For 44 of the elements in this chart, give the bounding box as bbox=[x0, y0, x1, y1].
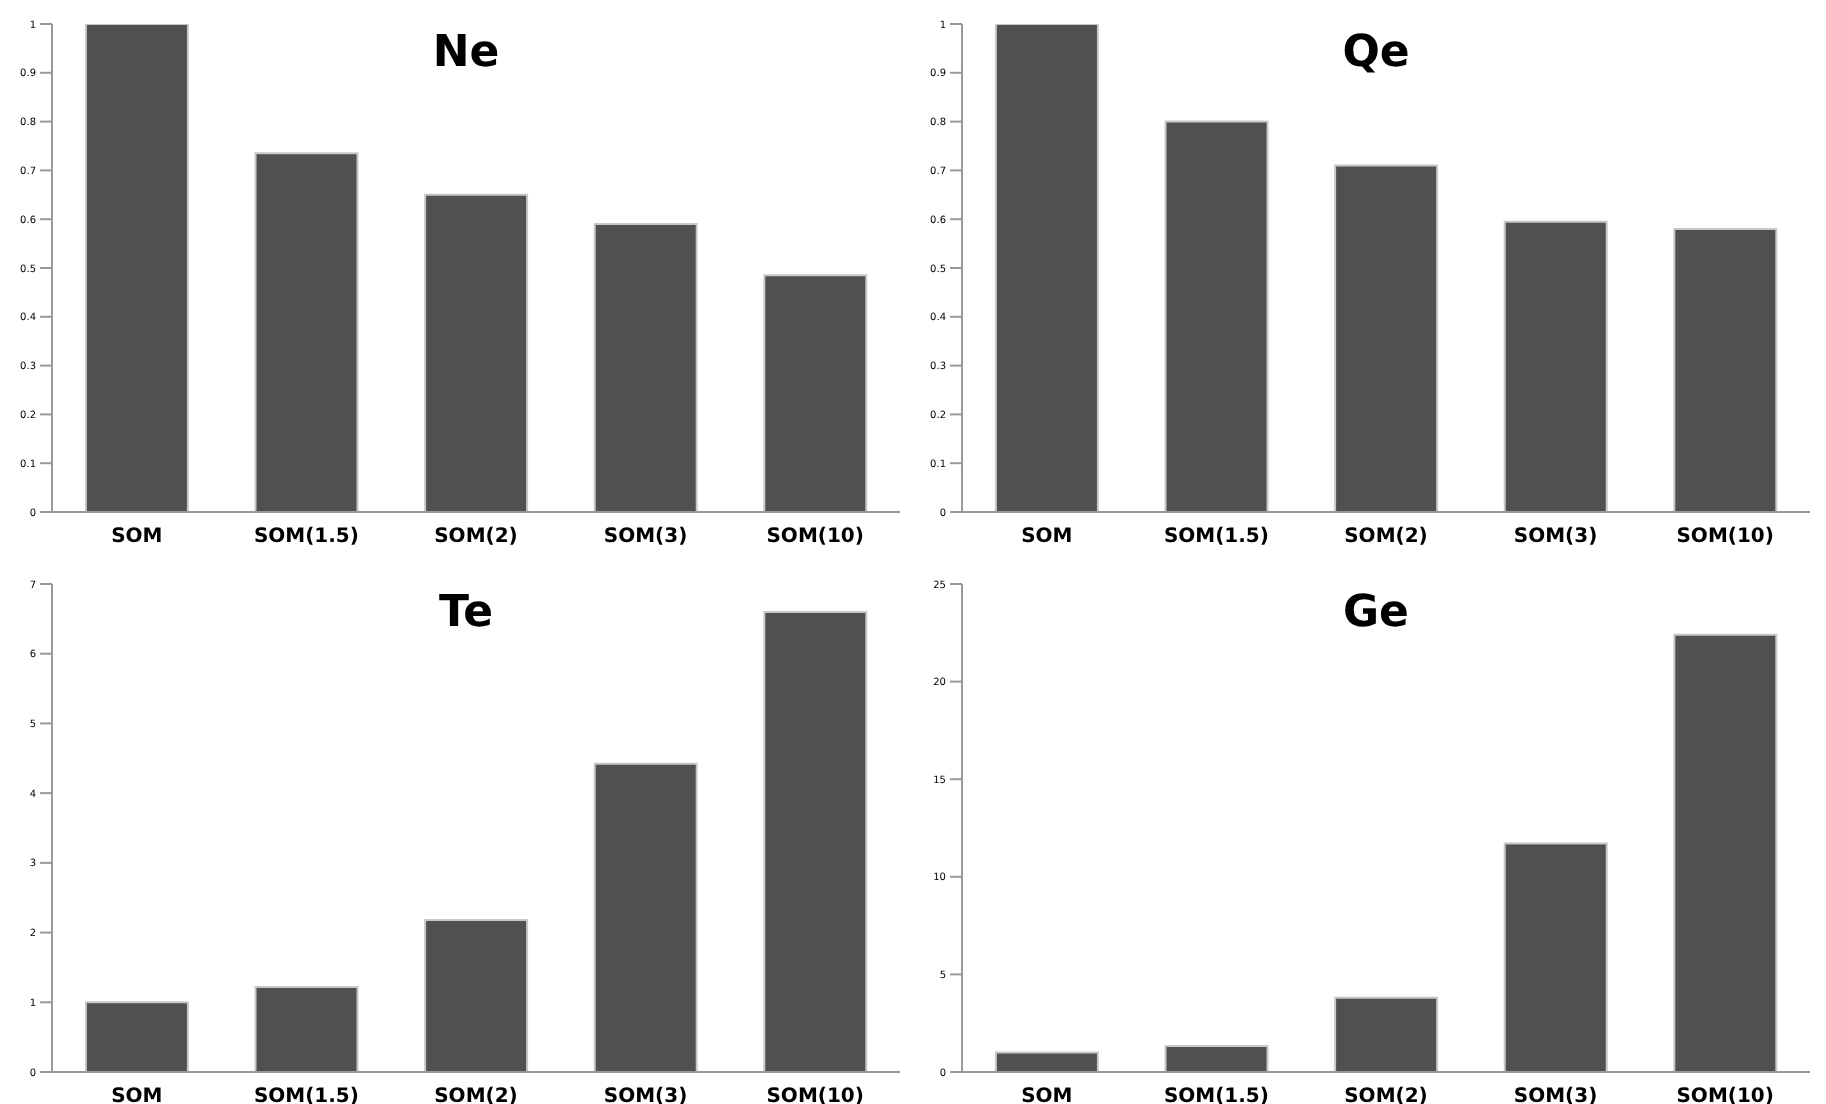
bar bbox=[1164, 120, 1269, 512]
bar bbox=[1673, 633, 1778, 1072]
bar bbox=[593, 223, 698, 512]
x-tick-label: SOM(2) bbox=[1344, 1086, 1428, 1104]
bar bbox=[1503, 842, 1608, 1072]
x-tick-label: SOM(3) bbox=[1513, 526, 1598, 549]
bar bbox=[763, 274, 868, 512]
bar bbox=[1334, 164, 1439, 512]
chart-title: Ne bbox=[432, 28, 500, 78]
x-tick-label: SOM(10) bbox=[766, 526, 864, 549]
x-tick-label: SOM(1.5) bbox=[1163, 526, 1269, 549]
bar bbox=[424, 919, 529, 1072]
x-tick-label: SOM(3) bbox=[603, 1086, 688, 1104]
bar bbox=[994, 1051, 1099, 1072]
x-tick-label: SOM bbox=[1021, 526, 1073, 549]
x-tick-label: SOM(1.5) bbox=[253, 526, 359, 549]
x-tick-label: SOM(10) bbox=[766, 1086, 864, 1104]
bar bbox=[593, 762, 698, 1072]
x-tick-label: SOM(2) bbox=[1344, 526, 1428, 549]
chart-title: Qe bbox=[1342, 28, 1410, 78]
x-tick-label: SOM bbox=[1021, 1086, 1073, 1104]
x-tick-label: SOM bbox=[111, 526, 163, 549]
x-tick-label: SOM(1.5) bbox=[253, 1086, 359, 1104]
x-tick-label: SOM(2) bbox=[434, 526, 518, 549]
bar bbox=[763, 610, 868, 1072]
bar bbox=[84, 24, 189, 512]
x-tick-label: SOM bbox=[111, 1086, 163, 1104]
chart-title: Ge bbox=[1341, 588, 1411, 638]
x-tick-label: SOM(10) bbox=[1676, 1086, 1774, 1104]
bar bbox=[254, 152, 359, 512]
x-tick-label: SOM(10) bbox=[1676, 526, 1774, 549]
chart-title: Te bbox=[436, 588, 495, 638]
x-tick-label: SOM(2) bbox=[434, 1086, 518, 1104]
bar bbox=[1164, 1045, 1269, 1072]
bar bbox=[424, 193, 529, 512]
bar bbox=[1673, 227, 1778, 512]
bar bbox=[254, 985, 359, 1072]
bar bbox=[1503, 220, 1608, 512]
bar bbox=[1334, 996, 1439, 1072]
x-tick-label: SOM(1.5) bbox=[1163, 1086, 1269, 1104]
bar bbox=[84, 1001, 189, 1072]
bar bbox=[994, 24, 1099, 512]
x-tick-label: SOM(3) bbox=[603, 526, 688, 549]
x-tick-label: SOM(3) bbox=[1513, 1086, 1598, 1104]
